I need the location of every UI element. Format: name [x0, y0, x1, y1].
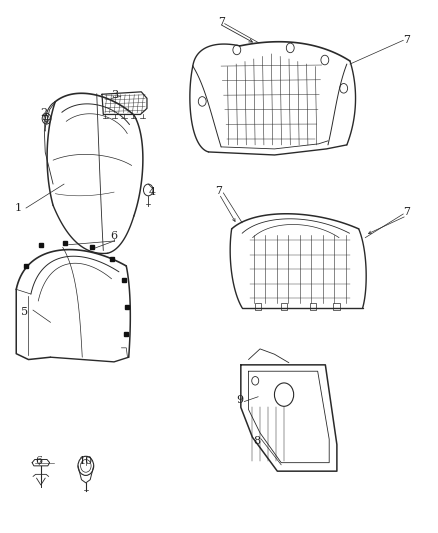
- Bar: [255, 303, 261, 310]
- Text: 3: 3: [111, 90, 118, 100]
- Text: 9: 9: [236, 395, 243, 406]
- Text: 6: 6: [111, 231, 118, 241]
- Text: 7: 7: [403, 207, 410, 217]
- Text: 8: 8: [254, 436, 261, 446]
- Text: 7: 7: [218, 17, 225, 27]
- Text: 1: 1: [14, 203, 22, 213]
- Text: 4: 4: [149, 187, 156, 197]
- Text: 7: 7: [215, 186, 223, 196]
- Text: 7: 7: [403, 35, 410, 45]
- Text: 2: 2: [40, 108, 47, 118]
- Text: 10: 10: [79, 456, 93, 466]
- Text: 6: 6: [35, 456, 42, 466]
- Bar: [333, 303, 339, 310]
- Bar: [310, 303, 316, 310]
- Text: 5: 5: [21, 306, 28, 317]
- Bar: [281, 303, 287, 310]
